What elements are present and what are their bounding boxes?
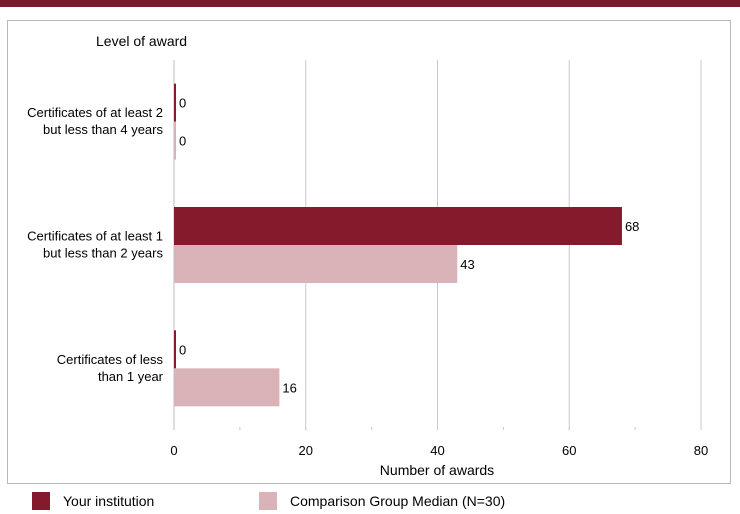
y-axis-title: Level of award (96, 33, 187, 49)
chart-frame (7, 20, 731, 484)
category-label: Certificates of less (57, 352, 164, 367)
category-label: but less than 2 years (43, 246, 163, 261)
bar (174, 83, 176, 122)
category-label: Certificates of at least 1 (27, 229, 163, 244)
top-rule (0, 0, 740, 7)
legend-label: Comparison Group Median (N=30) (290, 493, 506, 509)
bar (174, 207, 622, 245)
data-label: 0 (179, 134, 186, 149)
category-label: Certificates of at least 2 (27, 105, 163, 120)
data-label: 43 (460, 257, 474, 272)
data-label: 16 (282, 380, 296, 395)
bar-chart: Level of award 0 0 68 43 0 16 Certificates of… (27, 33, 708, 478)
legend-item: Comparison Group Median (N=30) (259, 492, 505, 510)
category-label: but less than 4 years (43, 122, 163, 137)
bar (174, 330, 176, 369)
data-label: 68 (625, 219, 639, 234)
tick-label: 0 (170, 443, 177, 458)
category-label: than 1 year (98, 369, 164, 384)
tick-label: 60 (562, 443, 576, 458)
legend: Your institution Comparison Group Median … (0, 484, 740, 514)
legend-label: Your institution (63, 493, 155, 509)
tick-label: 20 (299, 443, 313, 458)
legend-swatch (259, 492, 277, 510)
bar (174, 245, 458, 283)
bar (174, 121, 176, 160)
legend-swatch (32, 492, 50, 510)
x-axis-title: Number of awards (380, 462, 494, 478)
data-label: 0 (179, 96, 186, 111)
tick-label: 40 (430, 443, 444, 458)
tick-label: 80 (694, 443, 708, 458)
data-label: 0 (179, 342, 186, 357)
legend-item: Your institution (32, 492, 154, 510)
bar (174, 368, 280, 407)
